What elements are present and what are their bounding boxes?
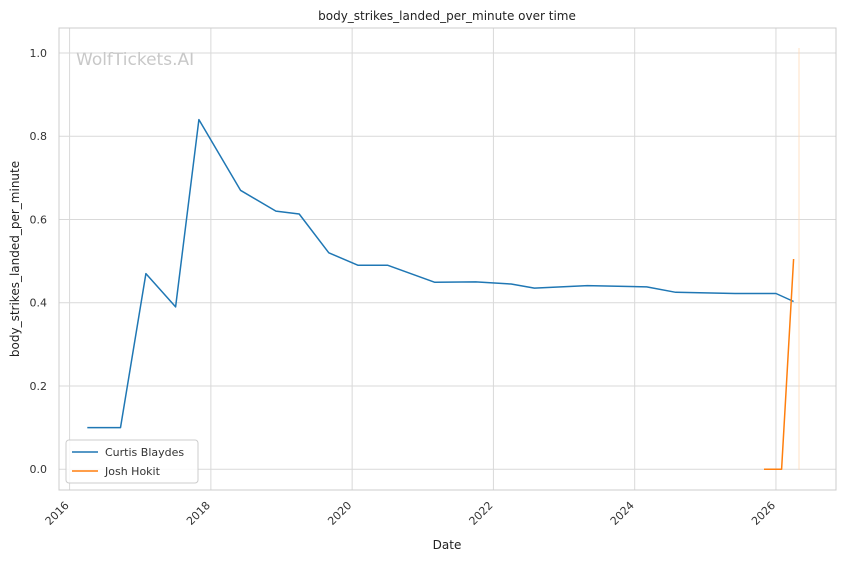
legend: Curtis Blaydes Josh Hokit <box>65 439 199 484</box>
y-axis-title: body_strikes_landed_per_minute <box>8 161 22 357</box>
y-tick-label: 1.0 <box>30 47 48 60</box>
series-lines <box>87 118 795 470</box>
x-gridlines <box>69 28 777 490</box>
legend-box <box>65 439 199 484</box>
chart-title: body_strikes_landed_per_minute over time <box>318 9 576 23</box>
y-tick-label: 0.0 <box>30 463 48 476</box>
plot-area <box>59 28 836 490</box>
legend-label-curtis-blaydes: Curtis Blaydes <box>105 446 184 459</box>
y-tick-label: 0.8 <box>30 130 48 143</box>
y-tick-labels: 0.0 0.2 0.4 0.6 0.8 1.0 <box>30 47 48 476</box>
legend-label-josh-hokit: Josh Hokit <box>104 465 161 478</box>
x-axis-title: Date <box>433 538 462 552</box>
y-tick-label: 0.4 <box>30 297 48 310</box>
y-gridlines <box>59 52 836 470</box>
y-tick-label: 0.2 <box>30 380 48 393</box>
series-line-curtis-blaydes <box>87 118 794 429</box>
watermark: WolfTickets.AI <box>76 50 194 70</box>
y-tick-label: 0.6 <box>30 213 48 226</box>
plot-frame <box>58 27 837 491</box>
series-line-josh-hokit <box>764 258 795 470</box>
